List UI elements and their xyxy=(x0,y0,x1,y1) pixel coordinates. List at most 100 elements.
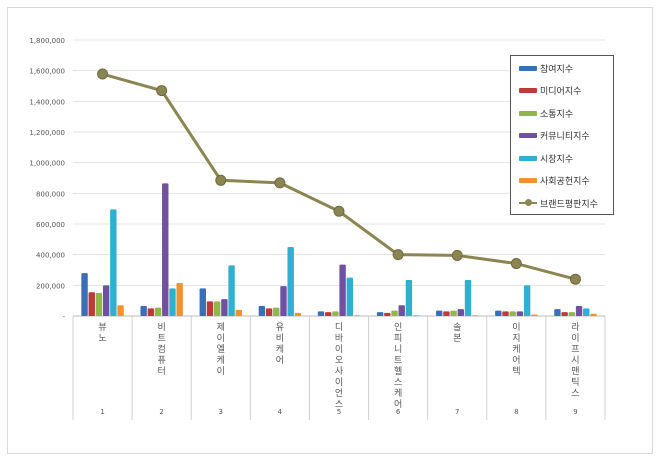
bar-swatch-icon xyxy=(519,155,537,161)
bar-미디어지수 xyxy=(206,301,214,316)
bar-미디어지수 xyxy=(147,308,155,316)
line-point xyxy=(274,177,286,189)
legend-item: 사회공헌지수 xyxy=(519,174,590,188)
y-tick-label: 800,000 xyxy=(36,190,65,198)
y-tick-label: 1,800,000 xyxy=(29,37,65,45)
bar-시장지수 xyxy=(583,308,590,316)
bar-swatch-icon xyxy=(519,133,537,138)
bar-커뮤니티지수 xyxy=(102,285,110,316)
bar-시장지수 xyxy=(110,209,117,316)
line-point xyxy=(156,85,168,97)
legend-label: 브랜드평판지수 xyxy=(540,199,598,210)
rank-label: 9 xyxy=(573,408,577,416)
bar-swatch-icon xyxy=(519,110,537,116)
y-tick-label: 1,400,000 xyxy=(29,98,65,106)
bar-소통지수 xyxy=(213,301,221,316)
bar-swatch-icon xyxy=(519,65,537,71)
bar-참여지수 xyxy=(317,311,325,316)
line-point xyxy=(510,258,522,270)
bar-사회공헌지수 xyxy=(235,309,242,316)
bar-참여지수 xyxy=(258,306,266,316)
line-point xyxy=(333,205,345,217)
bar-커뮤니티지수 xyxy=(457,309,465,316)
legend-item: 시장지수 xyxy=(519,151,573,165)
bar-참여지수 xyxy=(199,288,206,316)
legend-item: 소통지수 xyxy=(519,106,573,120)
bar-참여지수 xyxy=(436,310,443,316)
rank-label: 1 xyxy=(100,408,104,416)
bar-사회공헌지수 xyxy=(353,315,361,316)
legend-item: 브랜드평판지수 xyxy=(519,196,598,210)
bar-미디어지수 xyxy=(384,312,391,316)
bar-소통지수 xyxy=(332,311,339,316)
bar-소통지수 xyxy=(568,312,576,316)
bar-swatch-icon xyxy=(519,178,537,183)
bar-사회공헌지수 xyxy=(531,314,538,316)
bar-참여지수 xyxy=(554,309,561,316)
line-point xyxy=(569,273,581,285)
bar-참여지수 xyxy=(495,310,502,316)
bar-시장지수 xyxy=(287,247,294,316)
bar-시장지수 xyxy=(523,285,531,316)
bar-커뮤니티지수 xyxy=(280,286,287,316)
bar-소통지수 xyxy=(95,293,103,316)
bar-사회공헌지수 xyxy=(590,313,597,316)
bar-소통지수 xyxy=(509,311,516,316)
bar-사회공헌지수 xyxy=(412,315,420,316)
line-point xyxy=(97,68,109,80)
bar-미디어지수 xyxy=(561,312,568,316)
y-tick-label: 200,000 xyxy=(36,282,65,290)
rank-label: 5 xyxy=(337,408,341,416)
bar-사회공헌지수 xyxy=(472,315,479,316)
legend-label: 사회공헌지수 xyxy=(540,177,590,187)
y-tick-label: 400,000 xyxy=(36,252,65,260)
y-tick-label: 600,000 xyxy=(36,221,65,229)
y-tick-label: - xyxy=(62,313,65,321)
bar-시장지수 xyxy=(228,265,235,316)
bar-시장지수 xyxy=(346,277,353,316)
bar-참여지수 xyxy=(140,306,147,316)
y-tick-label: 1,000,000 xyxy=(29,160,65,168)
bar-커뮤니티지수 xyxy=(162,183,169,316)
bar-미디어지수 xyxy=(88,292,95,316)
bar-미디어지수 xyxy=(325,312,332,316)
bar-사회공헌지수 xyxy=(294,312,302,316)
bar-커뮤니티지수 xyxy=(339,264,346,316)
bar-커뮤니티지수 xyxy=(398,305,405,316)
bar-미디어지수 xyxy=(443,311,450,316)
rank-label: 4 xyxy=(278,408,283,416)
legend-label: 시장지수 xyxy=(540,154,574,165)
rank-label: 7 xyxy=(455,408,459,416)
y-tick-label: 1,600,000 xyxy=(29,68,65,76)
legend-item: 참여지수 xyxy=(519,61,573,75)
legend-label: 소통지수 xyxy=(540,109,574,120)
bar-소통지수 xyxy=(391,310,398,316)
bar-시장지수 xyxy=(464,279,472,316)
bar-시장지수 xyxy=(169,288,176,316)
line-point xyxy=(215,174,227,186)
legend-label: 참여지수 xyxy=(540,64,574,75)
legend-item: 미디어지수 xyxy=(519,84,581,98)
rank-label: 3 xyxy=(219,408,223,416)
legend-label: 미디어지수 xyxy=(540,87,582,97)
rank-label: 8 xyxy=(514,408,518,416)
bar-커뮤니티지수 xyxy=(575,306,583,316)
bar-사회공헌지수 xyxy=(176,283,183,316)
legend-item: 커뮤니티지수 xyxy=(519,129,590,143)
bar-소통지수 xyxy=(450,310,457,316)
line-point xyxy=(451,249,463,261)
bar-swatch-icon xyxy=(519,88,537,93)
bar-사회공헌지수 xyxy=(117,305,124,316)
y-tick-label: 1,200,000 xyxy=(29,129,65,137)
bar-참여지수 xyxy=(376,312,384,316)
legend-label: 커뮤니티지수 xyxy=(540,132,590,142)
